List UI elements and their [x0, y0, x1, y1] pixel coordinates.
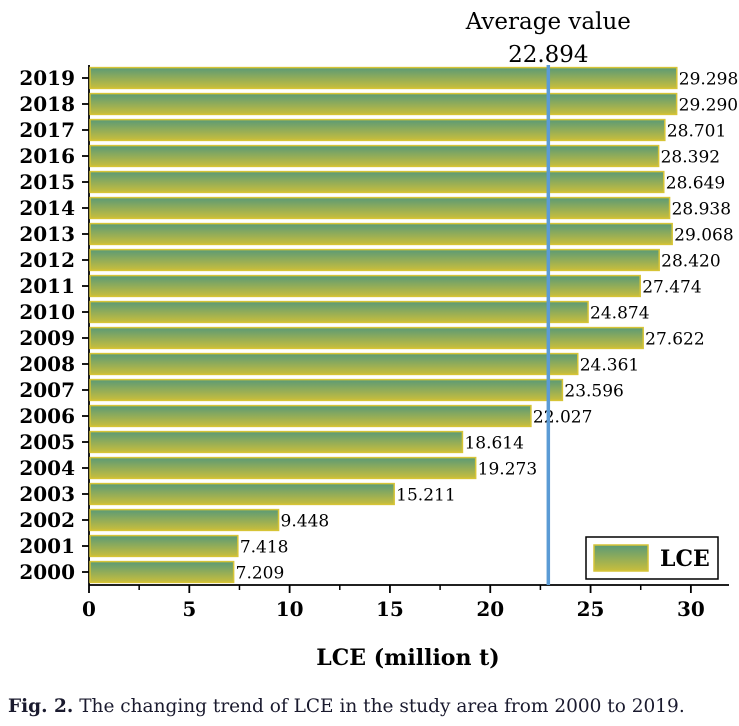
data-label: 24.361 — [580, 356, 639, 376]
data-label: 22.027 — [533, 408, 592, 428]
average-label: Average value — [465, 9, 631, 35]
data-label: 28.701 — [667, 122, 726, 142]
x-tick-label: 20 — [476, 597, 504, 621]
bar — [89, 560, 235, 584]
x-tick-label: 0 — [82, 597, 96, 621]
average-line-group: Average value 22.894 — [465, 9, 631, 585]
x-tick-label: 10 — [276, 597, 304, 621]
bar — [89, 300, 589, 324]
caption-text: The changing trend of LCE in the study a… — [79, 696, 685, 717]
y-tick-label: 2003 — [19, 482, 75, 506]
x-tick-label: 25 — [577, 597, 605, 621]
bar — [89, 170, 665, 194]
data-label: 9.448 — [281, 512, 330, 532]
bar — [89, 482, 395, 506]
y-tick-label: 2008 — [19, 352, 75, 376]
data-label: 27.622 — [645, 330, 704, 350]
data-label: 28.649 — [666, 174, 725, 194]
x-tick-label: 30 — [677, 597, 705, 621]
x-tick-label: 5 — [182, 597, 196, 621]
data-label: 7.418 — [240, 538, 289, 558]
bar — [89, 66, 678, 90]
bar — [89, 404, 532, 428]
bars — [89, 66, 678, 584]
data-label: 24.874 — [590, 304, 649, 324]
y-tick-label: 2001 — [19, 534, 75, 558]
data-label: 7.209 — [236, 564, 285, 584]
y-tick-label: 2016 — [19, 144, 75, 168]
data-label: 27.474 — [642, 278, 701, 298]
data-label: 29.068 — [674, 226, 733, 246]
y-tick-label: 2014 — [19, 196, 75, 220]
y-tick-label: 2011 — [19, 274, 75, 298]
caption-label: Fig. 2. — [8, 696, 74, 717]
average-value: 22.894 — [508, 42, 588, 68]
y-tick-label: 2004 — [19, 456, 75, 480]
y-tick-label: 2007 — [19, 378, 75, 402]
data-labels: 7.209 7.418 9.448 15.211 19.273 18.614 22.027 2… — [236, 70, 739, 584]
data-label: 28.392 — [661, 148, 720, 168]
bar — [89, 326, 644, 350]
data-label: 28.938 — [672, 200, 731, 220]
bar — [89, 144, 660, 168]
y-tick-label: 2017 — [19, 118, 75, 142]
y-tick-label: 2005 — [19, 430, 75, 454]
y-tick-label: 2009 — [19, 326, 75, 350]
legend: LCE — [585, 536, 719, 580]
bar — [89, 92, 678, 116]
y-tick-label: 2006 — [19, 404, 75, 428]
bar — [89, 378, 564, 402]
y-tick-label: 2000 — [19, 560, 75, 584]
legend-box — [585, 536, 719, 580]
bar — [89, 274, 641, 298]
data-label: 18.614 — [464, 434, 523, 454]
data-label: 29.298 — [679, 70, 738, 90]
bar — [89, 352, 579, 376]
y-tick-label: 2015 — [19, 170, 75, 194]
figure-caption: Fig. 2. The changing trend of LCE in the… — [8, 696, 685, 717]
y-tick-label: 2018 — [19, 92, 75, 116]
y-tick-label: 2002 — [19, 508, 75, 532]
data-label: 28.420 — [661, 252, 720, 272]
y-tick-label: 2019 — [19, 66, 75, 90]
bar — [89, 508, 280, 532]
x-axis-label: LCE (million t) — [316, 645, 499, 671]
bar — [89, 222, 673, 246]
y-tick-label: 2013 — [19, 222, 75, 246]
bar — [89, 118, 666, 142]
bar — [89, 196, 671, 220]
legend-swatch — [593, 544, 649, 572]
y-tick-label: 2012 — [19, 248, 75, 272]
y-tick-label: 2010 — [19, 300, 75, 324]
data-label: 29.290 — [679, 96, 738, 116]
bar — [89, 456, 477, 480]
legend-label: LCE — [660, 546, 710, 572]
data-label: 15.211 — [396, 486, 455, 506]
bar — [89, 248, 660, 272]
x-tick-label: 15 — [376, 597, 404, 621]
bar — [89, 534, 239, 558]
data-label: 19.273 — [478, 460, 537, 480]
bar — [89, 430, 464, 454]
data-label: 23.596 — [564, 382, 623, 402]
